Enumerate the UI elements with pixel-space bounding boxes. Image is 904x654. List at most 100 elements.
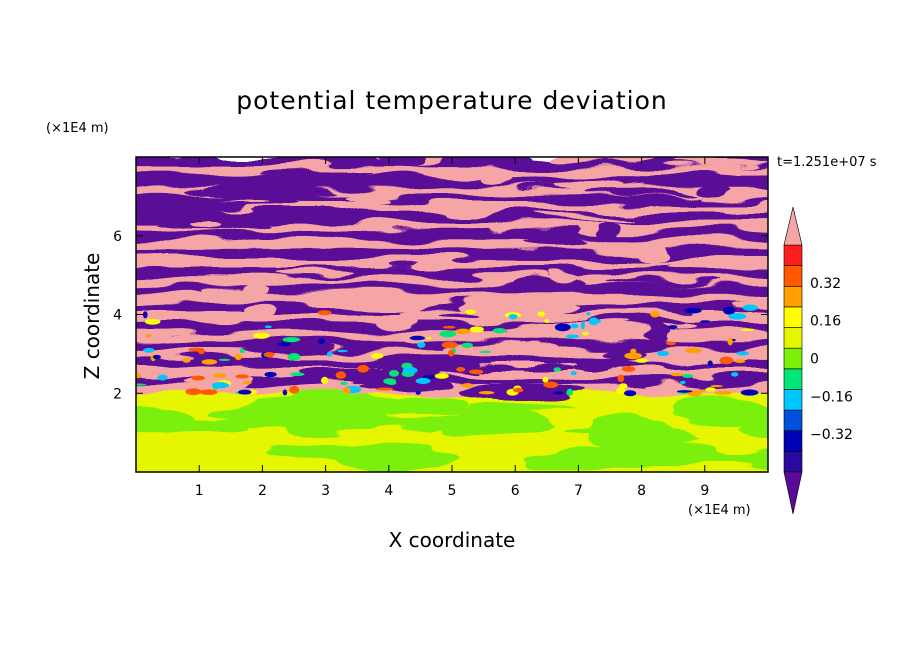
colorbar-segment [783, 306, 803, 328]
transition-speckle [238, 389, 252, 395]
transition-speckle [586, 312, 591, 316]
band-cell [507, 355, 584, 361]
transition-speckle [422, 374, 436, 380]
transition-speckle [426, 337, 432, 340]
band-cell [301, 367, 435, 381]
band-cell [377, 157, 426, 167]
transition-speckle [553, 391, 564, 395]
band [136, 247, 768, 258]
transition-speckle [253, 332, 270, 339]
transition-speckle [136, 383, 146, 386]
transition-speckle [707, 360, 713, 367]
transition-speckle [682, 374, 694, 378]
colorbar-segment [783, 265, 803, 287]
band-cell [373, 316, 416, 329]
transition-speckle [415, 377, 431, 384]
boundary-cell [437, 407, 547, 436]
transition-speckle [588, 317, 599, 326]
band-cell [136, 198, 249, 214]
x-tick-label: 8 [637, 483, 646, 499]
transition-speckle [616, 387, 626, 395]
time-label: t=1.251e+07 s [777, 155, 877, 170]
band [136, 238, 768, 249]
transition-speckle [185, 388, 202, 396]
band [136, 211, 768, 222]
colorbar-segment [783, 285, 803, 308]
transition-speckle [144, 318, 161, 325]
colorbar-tick-label: −0.32 [810, 427, 853, 443]
x-tick-label: 9 [700, 483, 709, 499]
band-cell [136, 318, 229, 327]
transition-speckle [434, 373, 449, 379]
transition-speckle [234, 353, 243, 361]
boundary-cell [670, 398, 768, 424]
transition-speckle [142, 311, 148, 319]
transition-speckle [439, 330, 457, 338]
transition-speckle [441, 341, 458, 349]
band-cell [690, 213, 768, 220]
x-tick-label: 2 [258, 483, 267, 499]
transition-speckle [734, 359, 746, 364]
transition-speckle [742, 304, 758, 311]
band-cell [572, 170, 686, 176]
transition-speckle [289, 372, 305, 377]
transition-speckle [700, 320, 711, 323]
band [136, 320, 768, 331]
band-cell [459, 385, 580, 401]
colorbar-segment [783, 389, 803, 411]
transition-speckle [705, 387, 716, 392]
band-cell [332, 297, 440, 308]
band-cell [356, 380, 455, 391]
x-tick-label: 6 [511, 483, 520, 499]
transition-speckle [731, 372, 739, 377]
band-cell [459, 299, 580, 315]
transition-speckle [582, 331, 589, 336]
band-cell [200, 286, 252, 299]
boundary-cell [741, 415, 768, 444]
transition-speckle [630, 348, 637, 354]
band-cell [532, 215, 634, 221]
band-cell [184, 187, 211, 194]
colorbar-segment [783, 430, 803, 452]
band-cell [651, 173, 734, 179]
transition-speckle [710, 385, 723, 388]
colorbar-segment [783, 347, 803, 370]
transition-speckle [409, 335, 426, 341]
band [136, 375, 768, 386]
transition-speckle [461, 383, 474, 388]
transition-speckle [679, 380, 686, 385]
boundary-cell [136, 401, 166, 420]
band-cell [546, 271, 577, 284]
transition-speckle [456, 367, 466, 372]
transition-speckle [317, 310, 332, 316]
colorbar-tick-label: 0 [810, 352, 819, 368]
transition-speckle [136, 372, 141, 379]
transition-speckle [326, 351, 333, 357]
band [136, 184, 768, 195]
transition-speckle [145, 333, 152, 338]
band-cell [240, 306, 275, 315]
transition-speckle [402, 366, 418, 374]
transition-speckle [650, 311, 660, 318]
band [136, 175, 768, 186]
transition-speckle [287, 353, 301, 361]
band [136, 193, 768, 204]
colorbar-extend-bottom [783, 471, 803, 515]
transition-speckle [740, 389, 759, 396]
x-tick-label: 7 [574, 483, 583, 499]
band-cell [667, 257, 761, 273]
band-cell [626, 351, 749, 364]
transition-speckle [415, 391, 421, 395]
band-cell [244, 283, 273, 296]
band-cell [585, 317, 687, 327]
colorbar-segment [783, 451, 803, 473]
transition-speckle [727, 337, 733, 346]
band [136, 220, 768, 231]
transition-speckle [508, 314, 518, 320]
band-cell [203, 183, 337, 197]
band-cell [136, 385, 157, 396]
x-axis: 1 2 3 4 5 6 7 8 9 [195, 157, 709, 499]
transition-speckle [277, 342, 291, 347]
transition-speckle [465, 309, 477, 315]
boundary-cell [402, 395, 464, 414]
